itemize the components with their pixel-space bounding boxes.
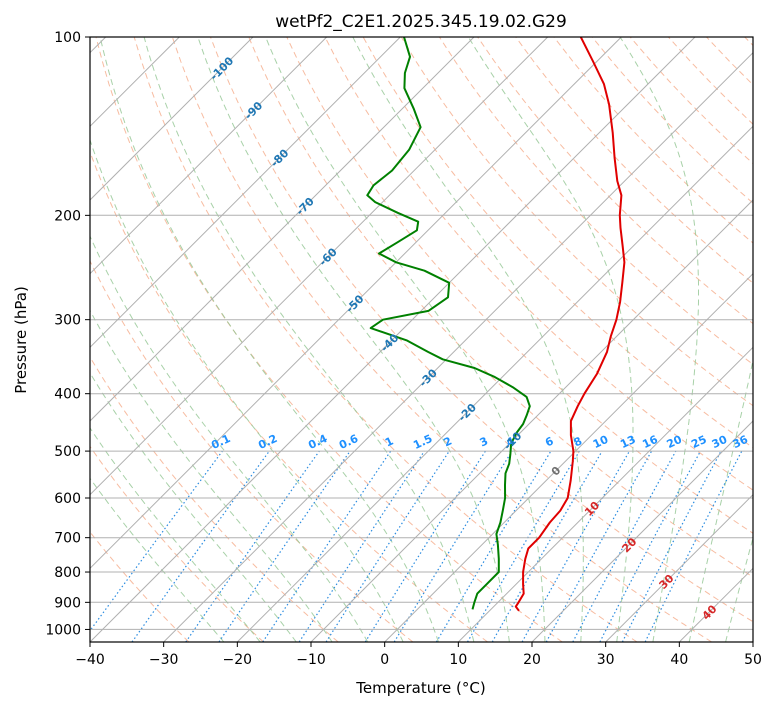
mixing-ratio-label: 10 <box>591 433 611 451</box>
mixing-ratio-label: 36 <box>731 433 751 451</box>
dry-adiabat-line <box>0 37 264 642</box>
mixing-ratio-label: 25 <box>689 433 708 451</box>
isotherm-line <box>458 37 775 642</box>
y-tick-label: 200 <box>54 208 81 224</box>
x-tick-label: 20 <box>523 652 541 668</box>
isotherm-line <box>532 37 775 642</box>
mixing-ratio-line <box>365 451 485 642</box>
mixing-ratio-label: 6 <box>543 434 556 449</box>
isobars <box>90 37 753 629</box>
moist-adiabat-line <box>63 37 403 642</box>
y-tick-label: 300 <box>54 313 81 329</box>
isotherm-label: 40 <box>700 602 720 622</box>
dry-adiabat-line <box>0 37 338 642</box>
dry-adiabat-line <box>554 37 775 642</box>
x-tick-label: −40 <box>75 652 105 668</box>
y-tick-label: 900 <box>54 595 81 611</box>
isotherm-line <box>237 37 775 642</box>
mixing-ratio-label: 1 <box>383 434 395 449</box>
dry-adiabat-line <box>707 37 775 642</box>
x-tick-label: 30 <box>597 652 615 668</box>
moist-adiabat-line <box>468 37 633 642</box>
x-tick-label: −20 <box>223 652 253 668</box>
mixing-ratio-line <box>219 451 350 642</box>
x-axis-title: Temperature (°C) <box>355 679 485 697</box>
y-tick-label: 500 <box>54 444 81 460</box>
mixing-ratio-line <box>82 451 223 642</box>
moist-adiabat-line <box>4 37 332 642</box>
y-tick-label: 700 <box>54 531 81 547</box>
mixing-ratio-label: 0.4 <box>306 432 329 452</box>
mixing-ratio-label: 3 <box>478 434 490 449</box>
y-tick-label: 100 <box>54 30 81 46</box>
moist-adiabat-line <box>32 37 368 642</box>
mixing-ratio-line <box>436 451 551 642</box>
isotherm-line <box>0 37 400 642</box>
isotherm-line <box>164 37 769 642</box>
x-tick-label: −10 <box>296 652 326 668</box>
mixing-ratio-line <box>299 451 424 642</box>
mixing-ratio-line <box>600 451 701 642</box>
profile-series <box>367 37 624 611</box>
mixing-ratio-line <box>522 451 629 642</box>
moist-adiabat-line <box>726 37 775 642</box>
moist-adiabat-line <box>0 37 224 642</box>
dry-adiabat-line <box>20 37 413 642</box>
moist-adiabat-line <box>0 37 260 642</box>
chart-title: wetPf2_C2E1.2025.345.19.02.G29 <box>275 12 567 32</box>
mixing-ratio-label: 13 <box>618 433 637 451</box>
y-tick-label: 400 <box>54 387 81 403</box>
dry-adiabat-line <box>58 37 488 642</box>
y-axis-title: Pressure (hPa) <box>12 286 30 394</box>
x-axis: −40 −30 −20 −10 0 10 20 30 40 50 <box>75 642 762 668</box>
dry-adiabat-line <box>516 37 775 642</box>
isotherm-line <box>679 37 775 642</box>
mixing-ratio-label: 0.1 <box>209 432 232 452</box>
mixing-ratio-label: 20 <box>665 433 685 451</box>
x-tick-label: 0 <box>380 652 389 668</box>
x-tick-label: −30 <box>149 652 179 668</box>
dry-adiabat-line <box>592 37 775 642</box>
y-tick-label: 800 <box>54 565 81 581</box>
isotherm-label: -100 <box>208 54 237 83</box>
isotherm-line <box>385 37 775 642</box>
y-tick-label: 600 <box>54 491 81 507</box>
mixing-ratio-lines <box>82 451 742 642</box>
temperature-profile <box>516 37 625 611</box>
dewpoint-profile <box>367 37 530 609</box>
isotherm-line <box>16 37 621 642</box>
x-tick-label: 10 <box>449 652 467 668</box>
isotherm-line <box>753 37 775 642</box>
moist-adiabat-line <box>689 37 775 642</box>
x-tick-label: 40 <box>670 652 688 668</box>
y-tick-label: 1000 <box>45 622 81 638</box>
mixing-ratio-line <box>326 451 449 642</box>
dry-adiabat-line <box>668 37 775 642</box>
mixing-ratio-line <box>263 451 391 642</box>
y-axis: 1000 900 800 700 600 500 400 300 200 100 <box>45 30 90 638</box>
isotherm-line <box>0 37 327 642</box>
isotherm-line <box>311 37 775 642</box>
mixing-ratio-label: 30 <box>710 433 730 451</box>
x-tick-label: 50 <box>744 652 762 668</box>
mixing-ratio-label: 16 <box>640 433 660 451</box>
